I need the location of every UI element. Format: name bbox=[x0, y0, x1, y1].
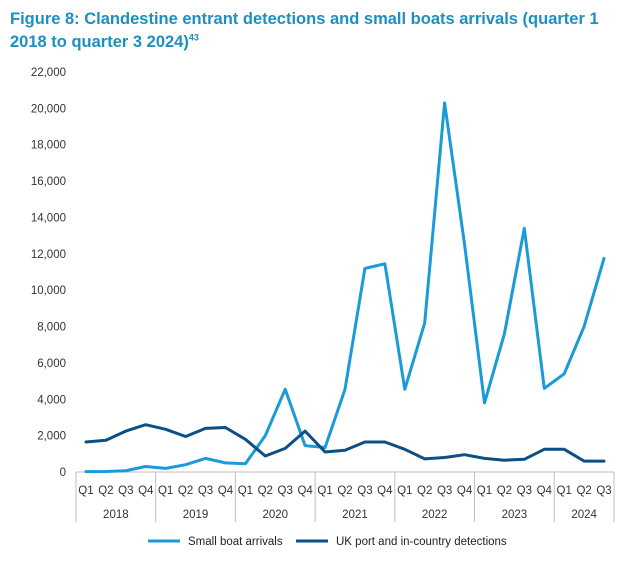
y-tick-label: 16,000 bbox=[31, 176, 66, 188]
x-tick-label: Q2 bbox=[178, 485, 193, 497]
x-tick-label: Q1 bbox=[477, 485, 492, 497]
x-year-label: 2023 bbox=[502, 509, 528, 521]
legend: Small boat arrivals UK port and in-countr… bbox=[148, 536, 507, 548]
x-tick-label: Q4 bbox=[377, 485, 393, 497]
x-year-label: 2018 bbox=[103, 509, 129, 521]
x-tick-label: Q1 bbox=[557, 485, 572, 497]
y-tick-label: 12,000 bbox=[31, 249, 66, 261]
x-year-label: 2020 bbox=[262, 509, 288, 521]
x-axis: Q1 Q2 Q3 Q4 Q1 Q2 Q3 Q4 Q1 Q2 Q3 Q4 Q1 Q2 Q3 Q4 Q1 Q2 Q3 Q4… bbox=[75, 471, 615, 522]
y-tick-label: 4,000 bbox=[37, 394, 66, 406]
x-tick-label: Q2 bbox=[258, 485, 273, 497]
legend-label: Small boat arrivals bbox=[188, 536, 283, 548]
legend-label: UK port and in-country detections bbox=[336, 536, 507, 548]
x-tick-label: Q3 bbox=[517, 485, 532, 497]
x-tick-label: Q4 bbox=[537, 485, 553, 497]
y-tick-label: 6,000 bbox=[37, 358, 66, 370]
x-tick-label: Q3 bbox=[118, 485, 133, 497]
y-axis: 0 2,000 4,000 6,000 8,000 10,000 12,000 14,000 1… bbox=[31, 67, 66, 479]
y-tick-label: 14,000 bbox=[31, 212, 66, 224]
x-tick-label: Q4 bbox=[138, 485, 154, 497]
x-tick-label: Q2 bbox=[497, 485, 512, 497]
x-tick-label: Q2 bbox=[98, 485, 113, 497]
series-layer bbox=[84, 101, 606, 474]
x-tick-label: Q1 bbox=[158, 485, 173, 497]
x-tick-label: Q2 bbox=[576, 485, 591, 497]
x-tick-label: Q1 bbox=[78, 485, 93, 497]
x-year-label: 2019 bbox=[183, 509, 209, 521]
series-line-small-boat-arrivals bbox=[84, 101, 606, 474]
x-tick-label: Q1 bbox=[397, 485, 412, 497]
x-tick-label: Q3 bbox=[596, 485, 611, 497]
y-tick-label: 2,000 bbox=[37, 431, 66, 443]
x-tick-label: Q2 bbox=[337, 485, 352, 497]
y-tick-label: 20,000 bbox=[31, 103, 66, 115]
x-tick-label: Q4 bbox=[218, 485, 234, 497]
y-tick-label: 0 bbox=[60, 467, 66, 479]
x-year-label: 2022 bbox=[422, 509, 448, 521]
x-tick-label: Q4 bbox=[297, 485, 313, 497]
series-line-uk-port-detections bbox=[84, 423, 606, 463]
x-tick-label: Q1 bbox=[238, 485, 253, 497]
x-tick-label: Q2 bbox=[417, 485, 432, 497]
y-tick-label: 22,000 bbox=[31, 67, 66, 79]
x-tick-label: Q3 bbox=[198, 485, 213, 497]
y-tick-label: 18,000 bbox=[31, 140, 66, 152]
footnote-marker: 43 bbox=[188, 32, 199, 43]
x-tick-label: Q3 bbox=[357, 485, 372, 497]
x-tick-label: Q3 bbox=[278, 485, 293, 497]
chart-title: Figure 8: Clandestine entrant detections… bbox=[10, 8, 610, 54]
x-year-label: 2024 bbox=[571, 509, 597, 521]
y-tick-label: 10,000 bbox=[31, 285, 66, 297]
x-tick-label: Q4 bbox=[457, 485, 473, 497]
x-tick-label: Q3 bbox=[437, 485, 452, 497]
chart-title-text: Figure 8: Clandestine entrant detections… bbox=[10, 10, 599, 51]
x-year-label: 2021 bbox=[342, 509, 368, 521]
x-tick-label: Q1 bbox=[317, 485, 332, 497]
y-tick-label: 8,000 bbox=[37, 322, 66, 334]
